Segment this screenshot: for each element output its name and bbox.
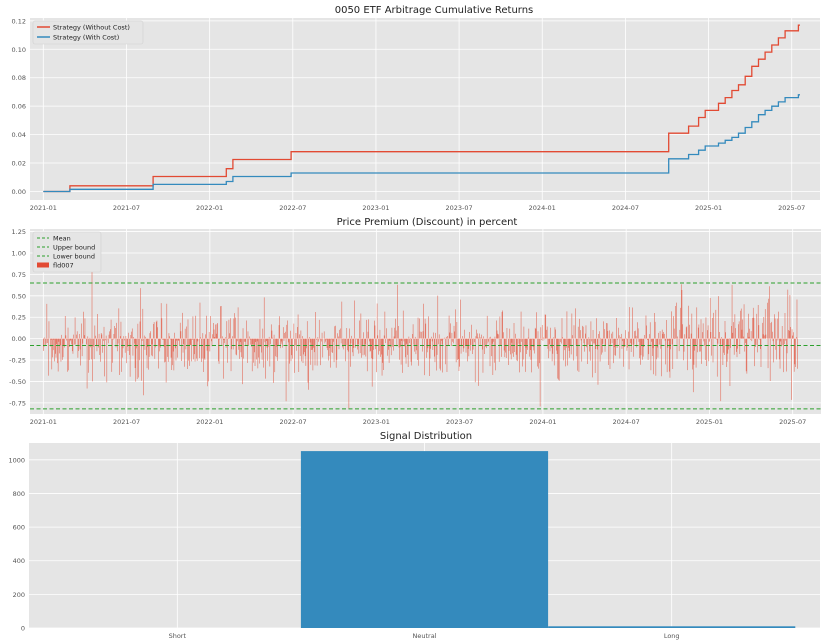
y-tick-label: 1.00 [12, 249, 26, 257]
y-tick-label: 0.00 [12, 188, 26, 196]
y-tick-label: 200 [13, 591, 25, 599]
y-tick-label: 0.75 [12, 271, 26, 279]
x-tick-label: 2025-01 [696, 418, 723, 426]
cumulative-returns-series [43, 24, 800, 193]
legend-label-fld007: fld007 [53, 262, 74, 270]
premium-discount-reference-lines [30, 282, 821, 410]
y-tick-label: 1000 [8, 456, 25, 464]
series-line-with-cost [43, 94, 800, 193]
x-tick-label: 2022-01 [196, 418, 223, 426]
signal-distribution-title: Signal Distribution [380, 431, 472, 442]
x-tick-label: 2024-07 [612, 204, 639, 212]
cumulative-returns-chart: 0050 ETF Arbitrage Cumulative Returns 0.… [12, 5, 820, 212]
y-tick-label: 0.00 [12, 335, 26, 343]
y-tick-label: 0.06 [12, 103, 26, 111]
legend-box [32, 20, 144, 45]
cumulative-returns-grid [30, 18, 820, 200]
x-tick-label: 2025-01 [695, 204, 722, 212]
y-tick-label: -0.50 [9, 378, 26, 386]
y-tick-label: -0.75 [9, 399, 26, 407]
premium-discount-plot-area [30, 229, 821, 414]
x-tick-label: 2022-07 [280, 418, 307, 426]
signal-bar-long [548, 626, 796, 628]
x-tick-label: 2024-07 [613, 418, 640, 426]
legend-box [32, 231, 102, 273]
y-tick-label: 0.04 [12, 131, 26, 139]
signal-bar-neutral [300, 451, 549, 628]
x-tick-label: 2023-07 [446, 418, 473, 426]
y-tick-label: 0.50 [12, 292, 26, 300]
x-tick-label: Neutral [413, 632, 437, 640]
x-tick-label: Short [169, 632, 187, 640]
cumulative-returns-plot-area [30, 18, 820, 200]
legend-label-mean: Mean [53, 235, 71, 243]
x-tick-label: 2021-07 [113, 204, 140, 212]
signal-distribution-x-ticks: Short Neutral Long [169, 632, 680, 640]
x-tick-label: Long [664, 632, 680, 640]
series-line-without-cost [43, 24, 800, 193]
legend-label-with-cost: Strategy (With Cost) [53, 34, 119, 42]
y-tick-label: 400 [13, 557, 25, 565]
y-tick-label: 800 [13, 490, 25, 498]
signal-distribution-bars [300, 451, 796, 628]
x-tick-label: 2022-01 [196, 204, 223, 212]
premium-discount-y-ticks: -0.75 -0.50 -0.25 0.00 0.25 0.50 0.75 1.00 1.25 [9, 228, 26, 407]
x-tick-label: 2023-07 [446, 204, 473, 212]
cumulative-returns-y-ticks: 0.00 0.02 0.04 0.06 0.08 0.10 0.12 [12, 17, 26, 196]
y-tick-label: 1.25 [12, 228, 26, 236]
y-tick-label: 0.12 [12, 17, 26, 25]
x-tick-label: 2021-01 [30, 418, 57, 426]
x-tick-label: 2021-07 [113, 418, 140, 426]
premium-discount-legend: Mean Upper bound Lower bound fld007 [32, 231, 102, 273]
legend-label-without-cost: Strategy (Without Cost) [53, 24, 130, 32]
premium-discount-title: Price Premium (Discount) in percent [337, 217, 518, 228]
x-tick-label: 2024-01 [529, 204, 556, 212]
signal-distribution-y-ticks: 0 200 400 600 800 1000 [8, 456, 25, 632]
premium-discount-chart: Price Premium (Discount) in percent -0.7… [9, 217, 821, 426]
cumulative-returns-x-ticks: 2021-01 2021-07 2022-01 2022-07 2023-01 2023-… [30, 204, 806, 212]
x-tick-label: 2025-07 [778, 204, 805, 212]
y-tick-label: 0.02 [12, 160, 26, 168]
x-tick-label: 2023-01 [363, 418, 390, 426]
legend-label-upper-bound: Upper bound [53, 244, 95, 252]
signal-distribution-chart: Signal Distribution 0 200 400 600 800 1000 Sh… [8, 431, 820, 640]
premium-discount-bars [43, 260, 798, 410]
y-tick-label: 0.10 [12, 46, 26, 54]
y-tick-label: 0.08 [12, 74, 26, 82]
x-tick-label: 2022-07 [279, 204, 306, 212]
legend-label-lower-bound: Lower bound [53, 253, 95, 261]
x-tick-label: 2024-01 [529, 418, 556, 426]
cumulative-returns-legend: Strategy (Without Cost) Strategy (With C… [32, 20, 144, 45]
y-tick-label: 600 [13, 524, 25, 532]
premium-discount-x-ticks: 2021-01 2021-07 2022-01 2022-07 2023-01 2023-… [30, 418, 807, 426]
legend-swatch-fld007 [37, 262, 49, 268]
y-tick-label: 0 [21, 625, 25, 633]
y-tick-label: -0.25 [9, 357, 26, 365]
cumulative-returns-title: 0050 ETF Arbitrage Cumulative Returns [335, 5, 534, 16]
x-tick-label: 2021-01 [30, 204, 57, 212]
y-tick-label: 0.25 [12, 314, 26, 322]
x-tick-label: 2023-01 [362, 204, 389, 212]
x-tick-label: 2025-07 [779, 418, 806, 426]
